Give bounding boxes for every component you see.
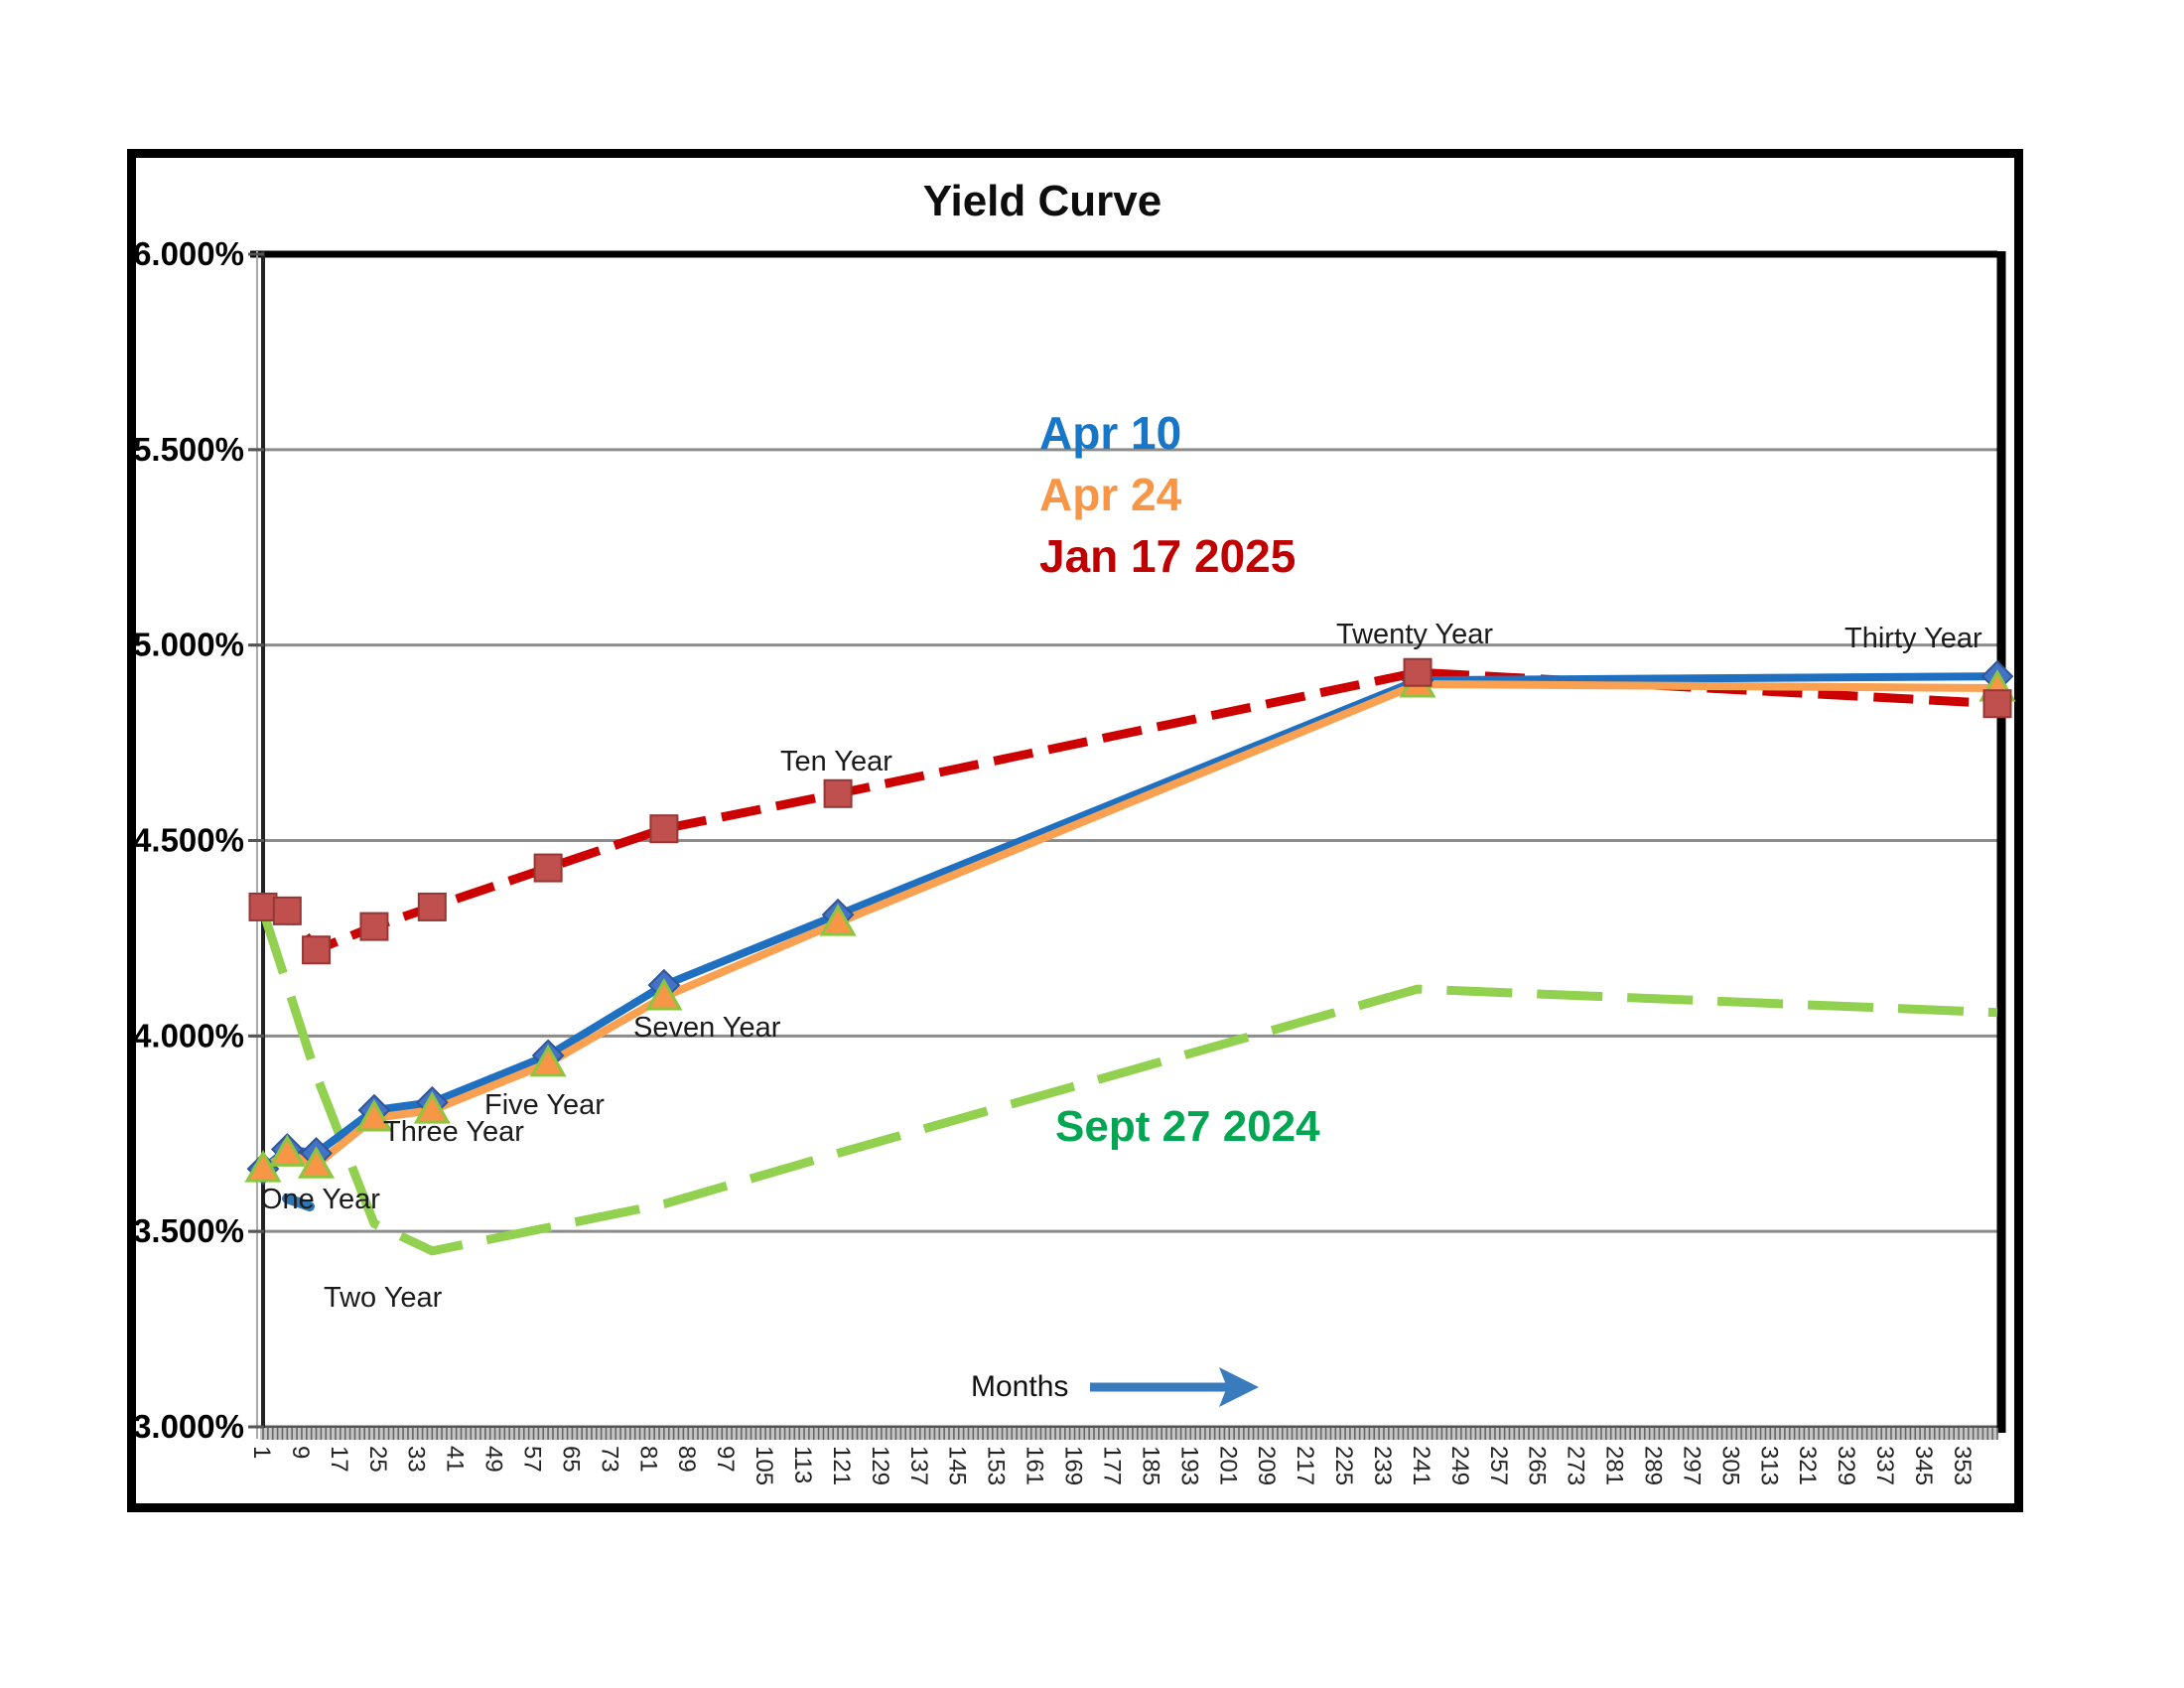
label-ten-year: Ten Year — [780, 746, 892, 777]
x-axis-label: 225 — [1330, 1446, 1357, 1485]
series-line-apr-24 — [260, 680, 1998, 1173]
x-axis-label: 9 — [287, 1446, 314, 1459]
x-axis-label: 25 — [364, 1446, 391, 1473]
x-axis-label: 233 — [1369, 1446, 1396, 1485]
x-axis-label: 145 — [944, 1446, 971, 1485]
x-axis-label: 241 — [1408, 1446, 1434, 1485]
x-axis-label: 81 — [634, 1446, 661, 1473]
legend-apr-10: Apr 10 — [1039, 407, 1182, 459]
legend-sept-27-2024: Sept 27 2024 — [1055, 1102, 1320, 1151]
x-axis-label: 209 — [1253, 1446, 1280, 1485]
marker-square — [533, 853, 563, 883]
x-axis-label: 249 — [1446, 1446, 1473, 1485]
label-two-year: Two Year — [324, 1282, 443, 1314]
one-year-dash — [282, 1194, 315, 1211]
x-axis-label: 193 — [1175, 1446, 1202, 1485]
x-axis-label: 41 — [442, 1446, 469, 1473]
x-axis-label: 281 — [1601, 1446, 1628, 1485]
marker-triangle — [645, 977, 683, 1011]
marker-square — [1982, 689, 2012, 719]
x-axis-label: 33 — [403, 1446, 430, 1473]
x-axis-label: 153 — [983, 1446, 1010, 1485]
marker-square — [248, 892, 278, 921]
y-axis-label: 5.500% — [133, 431, 244, 468]
x-axis-label: 305 — [1716, 1446, 1743, 1485]
series-line-jan-17-2025 — [262, 667, 1998, 955]
marker-triangle — [413, 1091, 451, 1124]
y-axis-label: 6.000% — [133, 235, 244, 272]
x-axis-title: Months — [971, 1370, 1069, 1403]
marker-square — [272, 896, 302, 925]
x-axis-label: 161 — [1022, 1446, 1048, 1485]
label-seven-year: Seven Year — [633, 1012, 781, 1044]
marker-triangle — [355, 1098, 393, 1132]
x-axis-label: 49 — [480, 1446, 507, 1473]
x-axis-label: 185 — [1137, 1446, 1163, 1485]
series-line-apr-10 — [260, 672, 1998, 1173]
x-axis-label: 97 — [712, 1446, 739, 1473]
marker-square — [417, 892, 447, 921]
x-axis-label: 129 — [867, 1446, 893, 1485]
x-axis-label: 345 — [1910, 1446, 1937, 1485]
legend: Apr 10 Apr 24 Jan 17 2025 — [1039, 402, 1296, 587]
label-twenty-year: Twenty Year — [1336, 619, 1493, 650]
x-axis-label: 265 — [1524, 1446, 1551, 1485]
x-axis-label: 217 — [1292, 1446, 1318, 1485]
marker-triangle — [529, 1044, 567, 1077]
label-thirty-year: Thirty Year — [1844, 623, 1982, 654]
y-axis-label: 4.000% — [133, 1017, 244, 1054]
x-axis-label: 1 — [248, 1446, 275, 1459]
x-axis-label: 65 — [557, 1446, 584, 1473]
y-axis-label: 5.000% — [133, 627, 244, 663]
marker-square — [823, 778, 853, 808]
x-axis-label: 57 — [519, 1446, 546, 1473]
marker-square — [359, 912, 389, 941]
x-axis-label: 321 — [1794, 1446, 1821, 1485]
chart-border — [127, 149, 2023, 1512]
x-axis-label: 17 — [326, 1446, 352, 1473]
x-axis-label: 289 — [1639, 1446, 1666, 1485]
chart-title: Yield Curve — [922, 177, 1162, 225]
marker-square — [649, 814, 679, 844]
marker-triangle — [244, 1150, 282, 1183]
label-one-year: One Year — [260, 1184, 380, 1215]
x-axis-label: 177 — [1098, 1446, 1125, 1485]
y-axis-label: 3.500% — [133, 1212, 244, 1249]
x-axis-label: 273 — [1563, 1446, 1589, 1485]
x-axis-label: 353 — [1949, 1446, 1976, 1485]
label-five-year: Five Year — [484, 1089, 605, 1121]
legend-jan-17-2025: Jan 17 2025 — [1039, 530, 1297, 582]
legend-apr-24: Apr 24 — [1039, 469, 1182, 520]
marker-triangle — [268, 1134, 306, 1167]
x-axis-label: 113 — [789, 1446, 816, 1483]
y-axis-label: 4.500% — [133, 822, 244, 859]
x-axis-label: 201 — [1214, 1446, 1241, 1485]
x-axis-label: 105 — [751, 1446, 777, 1485]
x-axis-label: 73 — [596, 1446, 622, 1473]
y-axis-label: 3.000% — [133, 1408, 244, 1445]
marker-triangle — [819, 904, 857, 936]
x-axis-label: 337 — [1871, 1446, 1898, 1485]
marker-square — [302, 935, 332, 965]
x-axis-label: 121 — [828, 1446, 855, 1485]
marker-triangle — [297, 1146, 336, 1179]
months-arrow-head — [1219, 1367, 1259, 1407]
series-line-sept-27-2024 — [258, 909, 1998, 1256]
marker-square — [1403, 657, 1433, 687]
x-axis-label: 297 — [1678, 1446, 1705, 1485]
x-axis-label: 313 — [1755, 1446, 1782, 1485]
x-axis-label: 137 — [905, 1446, 932, 1485]
x-axis-label: 169 — [1060, 1446, 1087, 1485]
x-axis-label: 329 — [1833, 1446, 1859, 1485]
label-three-year: Three Year — [383, 1116, 524, 1148]
x-axis-label: 257 — [1485, 1446, 1512, 1485]
x-axis-label: 89 — [673, 1446, 700, 1473]
